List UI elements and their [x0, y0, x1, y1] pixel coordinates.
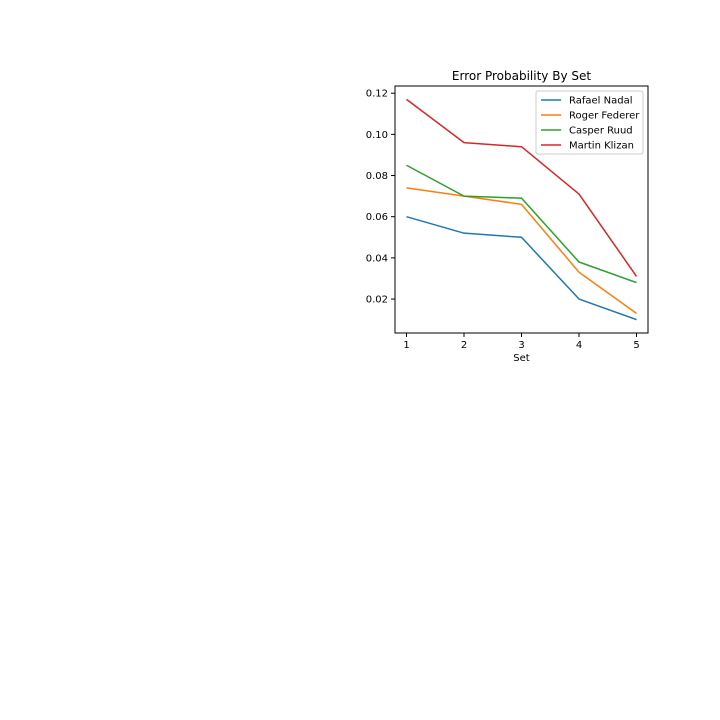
x-axis-label: Set	[513, 353, 530, 364]
legend-label-1: Roger Federer	[569, 111, 640, 122]
plot-area: 1 2 3 4 5 0.02 0.04 0.06 0.08 0.10 0.12 Error Pro…	[366, 69, 649, 364]
chart-title: Error Probability By Set	[452, 69, 591, 83]
series-lines	[406, 98, 638, 321]
y-tick-label: 0.02	[366, 295, 388, 306]
series-line-3	[406, 98, 638, 277]
x-tick-label: 4	[576, 340, 582, 351]
y-tick-label: 0.08	[366, 171, 388, 182]
legend-box	[535, 90, 644, 155]
legend-label-0: Rafael Nadal	[569, 96, 632, 107]
x-tick-label: 2	[461, 340, 467, 351]
y-tick-label: 0.10	[366, 130, 388, 141]
legend-label-2: Casper Ruud	[569, 126, 633, 137]
legend: Rafael Nadal Roger Federer Casper Ruud Mart…	[535, 90, 644, 155]
y-tick-label: 0.12	[366, 89, 388, 100]
y-axis-ticks: 0.02 0.04 0.06 0.08 0.10 0.12	[366, 89, 395, 306]
series-line-2	[406, 164, 637, 284]
x-tick-label: 1	[403, 340, 409, 351]
legend-items: Rafael Nadal Roger Federer Casper Ruud Mart…	[541, 96, 640, 152]
y-tick-label: 0.04	[366, 253, 388, 264]
x-tick-label: 5	[633, 340, 639, 351]
series-line-0	[406, 215, 637, 321]
y-tick-label: 0.06	[366, 212, 388, 223]
x-axis-ticks: 1 2 3 4 5	[403, 333, 640, 351]
legend-label-3: Martin Klizan	[569, 141, 634, 152]
x-tick-label: 3	[518, 340, 524, 351]
series-line-1	[406, 187, 637, 315]
